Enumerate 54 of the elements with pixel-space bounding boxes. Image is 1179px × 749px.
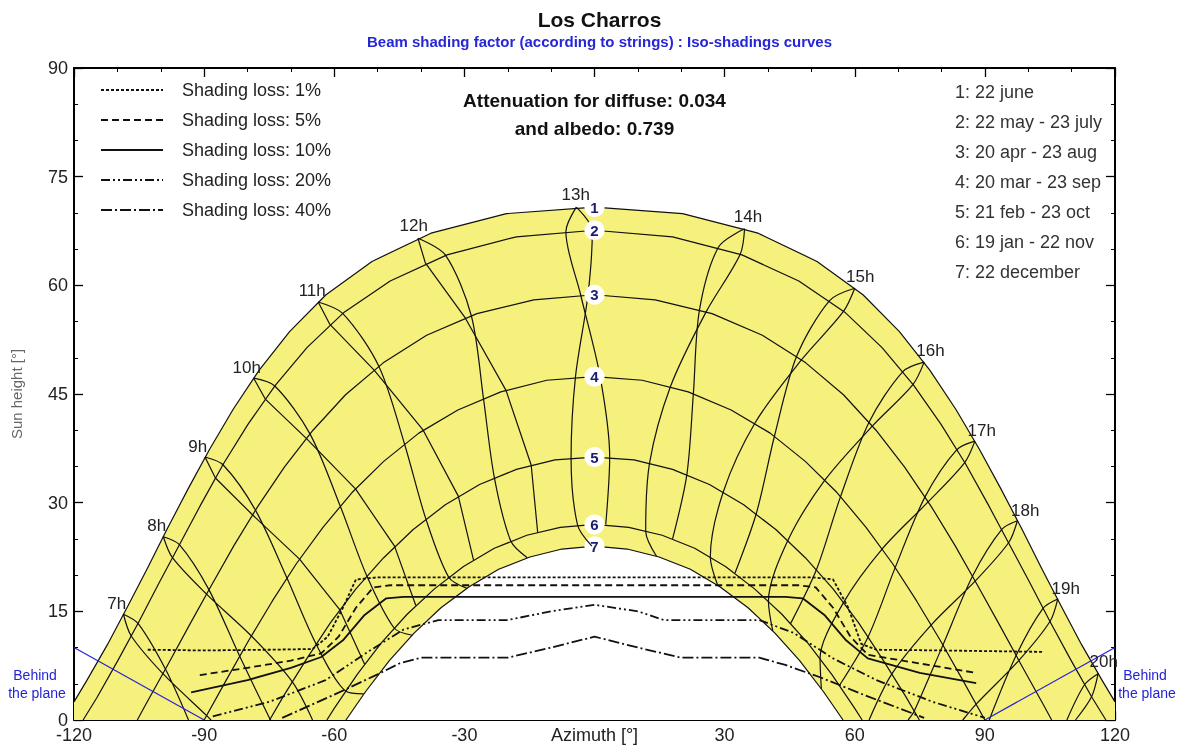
series-label: 7h bbox=[107, 593, 127, 613]
y-tick-label: 90 bbox=[47, 58, 68, 78]
y-tick-label: 45 bbox=[47, 384, 68, 404]
series-label: 16h bbox=[916, 341, 945, 361]
series-label: 5 bbox=[590, 448, 599, 466]
series-label: 8h bbox=[147, 516, 167, 535]
legend-label: Shading loss: 1% bbox=[182, 80, 322, 100]
annotation: 2: 22 may - 23 july bbox=[955, 112, 1103, 132]
series-label: 1 bbox=[590, 198, 599, 216]
annotation: 7: 22 december bbox=[955, 262, 1081, 282]
series-label: 12h bbox=[399, 216, 428, 236]
legend-label: Shading loss: 20% bbox=[182, 170, 332, 190]
series-label: 4 bbox=[590, 368, 600, 386]
series-label: 14h bbox=[733, 206, 763, 226]
x-tick-label: -30 bbox=[451, 725, 478, 745]
y-axis-title: Sun height [°] bbox=[8, 348, 25, 440]
y-tick-label: 60 bbox=[47, 275, 68, 296]
annotation: 1: 22 june bbox=[955, 82, 1035, 102]
x-tick-label: -60 bbox=[321, 725, 348, 745]
annotation: 4: 20 mar - 23 sep bbox=[955, 172, 1102, 192]
series-label: 7 bbox=[590, 537, 599, 555]
x-tick-label: 60 bbox=[844, 725, 865, 745]
legend-label: Shading loss: 5% bbox=[182, 110, 322, 130]
series-label: 2 bbox=[590, 221, 599, 239]
annotation: 5: 21 feb - 23 oct bbox=[955, 202, 1091, 222]
series-label: 10h bbox=[232, 357, 261, 377]
legend-label: Shading loss: 40% bbox=[182, 200, 332, 220]
series-label: 11h bbox=[298, 280, 326, 300]
text: Behind the plane bbox=[1118, 667, 1177, 701]
y-tick-label: 30 bbox=[47, 492, 68, 513]
x-tick-label: 90 bbox=[974, 725, 995, 745]
y-tick-label: 75 bbox=[47, 166, 68, 187]
series-label: 9h bbox=[188, 436, 208, 456]
series-label: 17h bbox=[967, 420, 996, 440]
y-tick-label: 15 bbox=[47, 601, 68, 622]
series-label: 6 bbox=[590, 515, 599, 533]
annotation: 3: 20 apr - 23 aug bbox=[955, 142, 1098, 162]
chart-title: Los Charros bbox=[537, 8, 662, 31]
series-label: 3 bbox=[590, 286, 599, 304]
annotation: 6: 19 jan - 22 nov bbox=[955, 232, 1095, 252]
x-tick-label: 120 bbox=[1099, 725, 1131, 745]
series-label: 18h bbox=[1010, 500, 1040, 520]
series-label: 15h bbox=[846, 266, 875, 286]
annotation: Attenuation for diffuse: 0.034 bbox=[463, 89, 727, 111]
series-label: 19h bbox=[1051, 579, 1080, 599]
x-axis-title: Azimuth [°] bbox=[550, 725, 639, 745]
chart-subtitle: Beam shading factor (according to strings) : Iso-shadings curves bbox=[366, 33, 833, 50]
annotation: and albedo: 0.739 bbox=[514, 117, 675, 139]
x-tick-label: -120 bbox=[55, 725, 93, 745]
series-label: 13h bbox=[561, 184, 590, 204]
x-tick-label: -90 bbox=[191, 725, 218, 745]
x-tick-label: 30 bbox=[714, 725, 735, 745]
text: Behind the plane bbox=[8, 667, 67, 701]
legend-label: Shading loss: 10% bbox=[182, 140, 332, 160]
